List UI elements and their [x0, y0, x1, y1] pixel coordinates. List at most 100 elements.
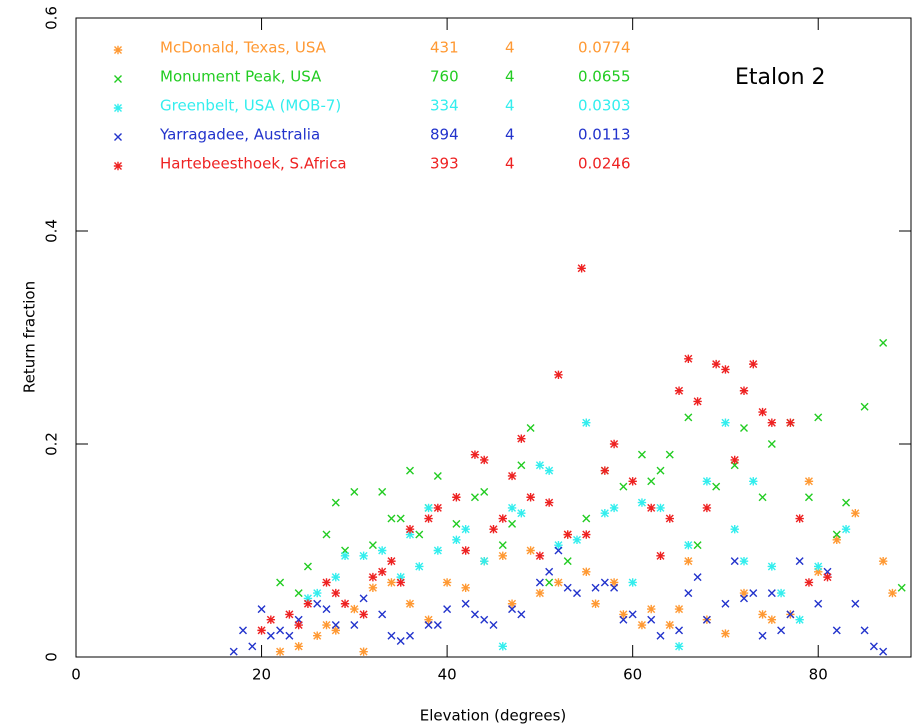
point	[424, 514, 433, 523]
point	[674, 642, 684, 651]
point	[313, 588, 322, 598]
point	[758, 493, 767, 502]
point	[508, 519, 517, 528]
legend-marker	[113, 161, 123, 171]
point	[340, 599, 350, 608]
point	[777, 626, 786, 635]
point	[712, 482, 721, 491]
x-tick-label: 0	[71, 666, 81, 684]
point	[387, 514, 396, 523]
point	[331, 498, 340, 507]
point	[507, 471, 517, 481]
point	[740, 424, 748, 433]
point	[804, 477, 814, 486]
legend-order: 4	[505, 155, 515, 173]
point	[554, 540, 563, 550]
point	[257, 605, 266, 614]
x-tick-label: 80	[809, 666, 828, 684]
point	[739, 386, 749, 395]
point	[461, 583, 470, 592]
point	[702, 477, 712, 486]
point	[405, 530, 415, 539]
point	[628, 477, 637, 486]
point	[406, 466, 414, 475]
point	[814, 413, 823, 422]
point	[322, 530, 331, 539]
point	[452, 519, 461, 528]
point	[229, 647, 238, 656]
point	[507, 503, 517, 513]
point	[730, 525, 739, 534]
point	[368, 541, 377, 550]
point	[573, 589, 581, 598]
point	[507, 599, 517, 608]
legend-marker	[113, 45, 123, 55]
point	[544, 498, 554, 507]
point	[582, 514, 591, 523]
point	[303, 599, 313, 608]
point	[814, 567, 823, 576]
point	[508, 605, 517, 614]
legend-mean: 0.0655	[578, 68, 631, 86]
point	[656, 631, 665, 640]
point	[239, 626, 247, 635]
point	[313, 631, 322, 640]
point	[721, 418, 730, 427]
point	[795, 514, 804, 523]
point	[545, 567, 554, 576]
point	[572, 535, 582, 545]
point	[294, 642, 303, 651]
point	[470, 450, 480, 459]
point	[656, 503, 665, 513]
point	[368, 583, 378, 592]
point	[303, 562, 312, 571]
point	[424, 621, 433, 630]
point	[313, 599, 322, 608]
point	[591, 583, 600, 592]
point	[461, 546, 470, 555]
annotation: Etalon 2	[735, 65, 826, 90]
point	[879, 647, 888, 656]
point	[637, 450, 646, 459]
point	[767, 418, 777, 427]
point	[619, 610, 628, 619]
point	[498, 541, 507, 550]
point	[860, 626, 869, 635]
point	[721, 365, 730, 374]
legend-marker	[114, 75, 122, 83]
point	[526, 493, 535, 502]
point	[665, 514, 674, 523]
point	[758, 610, 767, 619]
point	[647, 477, 656, 486]
point	[851, 599, 860, 608]
point	[600, 509, 610, 518]
point	[600, 466, 610, 475]
point	[517, 434, 526, 443]
point	[322, 578, 331, 587]
point	[804, 493, 813, 502]
point	[628, 610, 637, 619]
point	[285, 631, 294, 640]
point	[647, 615, 656, 624]
point	[377, 546, 387, 555]
legend-marker	[113, 103, 123, 113]
point	[795, 557, 804, 566]
point	[405, 525, 415, 534]
point	[359, 610, 368, 619]
point	[693, 541, 702, 550]
point	[665, 620, 674, 630]
point	[832, 535, 841, 545]
point	[684, 413, 693, 422]
point	[674, 386, 684, 395]
legend-name: Yarragadee, Australia	[159, 126, 320, 144]
point	[535, 578, 544, 587]
legend-mean: 0.0246	[578, 155, 631, 173]
legend-points: 894	[430, 126, 459, 144]
point	[526, 546, 535, 555]
point	[442, 578, 452, 587]
point	[517, 509, 526, 518]
point	[647, 604, 656, 614]
point	[257, 626, 266, 635]
legend-name: Greenbelt, USA (MOB-7)	[160, 97, 341, 115]
point	[582, 418, 591, 427]
